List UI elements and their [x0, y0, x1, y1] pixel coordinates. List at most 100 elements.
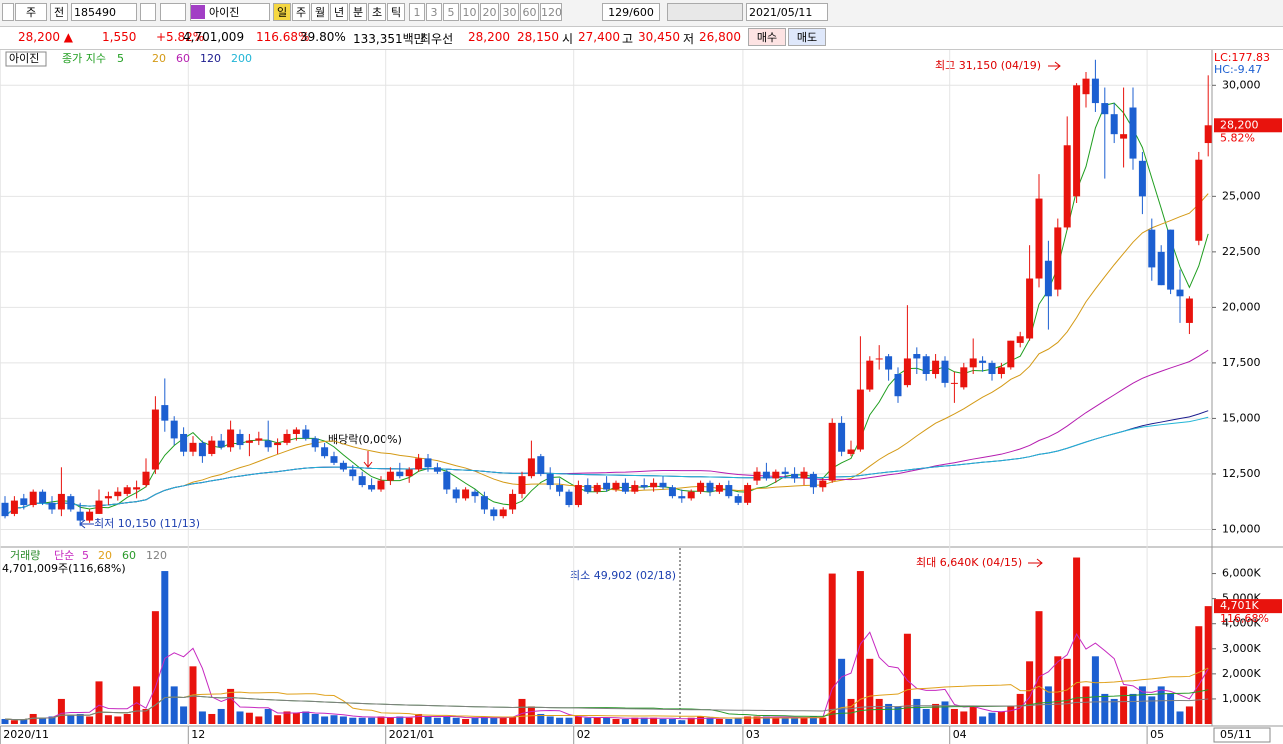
x-tick-label: 04	[953, 728, 967, 741]
minute-button[interactable]: 60	[520, 3, 539, 21]
minute-button[interactable]: 120	[540, 3, 562, 21]
volume-bar	[678, 720, 686, 724]
candle-body	[255, 438, 263, 441]
candle-body	[20, 498, 28, 506]
candle-body	[133, 487, 141, 490]
legend-period: 20	[152, 52, 166, 65]
candle-body	[631, 485, 639, 492]
candle-body	[960, 367, 968, 388]
candle-body	[969, 358, 977, 368]
volume-bar	[1082, 686, 1090, 724]
volume-bar	[1148, 696, 1156, 724]
candle-body	[847, 449, 855, 454]
candle-body	[29, 491, 37, 506]
turnover: 39.80%	[300, 30, 346, 44]
y-tick-label: 4,000K	[1222, 617, 1261, 630]
candle-body	[1035, 198, 1043, 279]
date-field[interactable]: 2021/05/11	[746, 3, 828, 21]
volume-bar	[1026, 661, 1034, 724]
volume-bar	[1007, 706, 1015, 724]
search-button[interactable]	[140, 3, 156, 21]
volume-bar	[922, 708, 930, 724]
period-button[interactable]: 초	[368, 3, 386, 21]
candle-body	[104, 496, 112, 499]
annotation-high: 최고 31,150 (04/19)	[935, 59, 1041, 72]
last-volume-pct: 116,68%	[1220, 612, 1269, 625]
mode-button[interactable]: 전	[50, 3, 68, 21]
volume-bar	[264, 708, 272, 724]
annotation-max-volume: 최대 6,640K (04/15)	[916, 556, 1022, 569]
volume-bar	[584, 717, 592, 724]
candle-body	[358, 476, 366, 486]
candle-body	[57, 493, 65, 510]
volume-bar	[819, 717, 827, 724]
open: 27,400	[578, 30, 620, 44]
volume-bar	[48, 716, 56, 724]
volume-bar	[913, 698, 921, 724]
candle-body	[142, 471, 150, 486]
period-button[interactable]: 틱	[387, 3, 405, 21]
candle-body	[809, 473, 817, 488]
volume-bar	[1073, 557, 1081, 724]
volume-bar	[57, 698, 65, 724]
candle-body	[1148, 229, 1156, 268]
volume-bar	[753, 716, 761, 724]
candle-body	[1195, 159, 1203, 241]
candle-body	[734, 496, 742, 503]
candle-body	[979, 360, 987, 363]
market-select[interactable]: 주	[15, 3, 47, 21]
period-button[interactable]: 월	[311, 3, 329, 21]
volume-bar	[781, 717, 789, 724]
audio-button[interactable]	[160, 3, 186, 21]
y-tick-label: 17,500	[1222, 356, 1261, 369]
candle-body	[10, 500, 18, 514]
candle-body	[612, 482, 620, 490]
candle-body	[386, 471, 394, 481]
candle-body	[415, 458, 423, 470]
candle-body	[650, 482, 658, 488]
candle-body	[509, 493, 517, 510]
tool-icons[interactable]	[667, 3, 743, 21]
candle-body	[1063, 145, 1071, 228]
volume-bar	[311, 713, 319, 724]
ma-line	[4, 631, 1209, 721]
candle-body	[1, 502, 9, 517]
count-field[interactable]: 129/600	[602, 3, 660, 21]
period-button[interactable]: 분	[349, 3, 367, 21]
minute-button[interactable]: 20	[480, 3, 499, 21]
minute-button[interactable]: 5	[443, 3, 459, 21]
volume-bar	[142, 708, 150, 724]
period-button[interactable]: 일	[273, 3, 291, 21]
candle-body	[480, 496, 488, 510]
volume-bar	[612, 718, 620, 724]
name-field[interactable]: 아이진	[190, 3, 270, 21]
candle-body	[1101, 103, 1109, 115]
candle-body	[198, 442, 206, 457]
buy-button[interactable]: 매수	[748, 28, 786, 46]
annotation-arrow	[1028, 558, 1043, 568]
period-button[interactable]: 주	[292, 3, 310, 21]
y-tick-label: 25,000	[1222, 189, 1261, 202]
candle-body	[1204, 125, 1212, 144]
volume-bar	[734, 717, 742, 724]
ma-line	[4, 416, 1209, 517]
menu-button[interactable]	[2, 3, 14, 21]
volume-bar	[217, 708, 225, 724]
minute-button[interactable]: 30	[500, 3, 519, 21]
y-tick-label: 15,000	[1222, 411, 1261, 424]
minute-button[interactable]: 1	[409, 3, 425, 21]
candle-body	[932, 360, 940, 375]
volume-bar	[574, 716, 582, 724]
volume-bar	[631, 717, 639, 724]
minute-button[interactable]: 3	[426, 3, 442, 21]
candle-body	[941, 360, 949, 383]
candle-body	[283, 433, 291, 443]
code-input[interactable]: 185490	[71, 3, 137, 21]
minute-button[interactable]: 10	[460, 3, 479, 21]
candle-body	[76, 511, 84, 521]
volume-bar	[603, 717, 611, 724]
sell-button[interactable]: 매도	[788, 28, 826, 46]
period-button[interactable]: 년	[330, 3, 348, 21]
volume-bar	[903, 633, 911, 724]
ma-line	[4, 667, 1209, 721]
